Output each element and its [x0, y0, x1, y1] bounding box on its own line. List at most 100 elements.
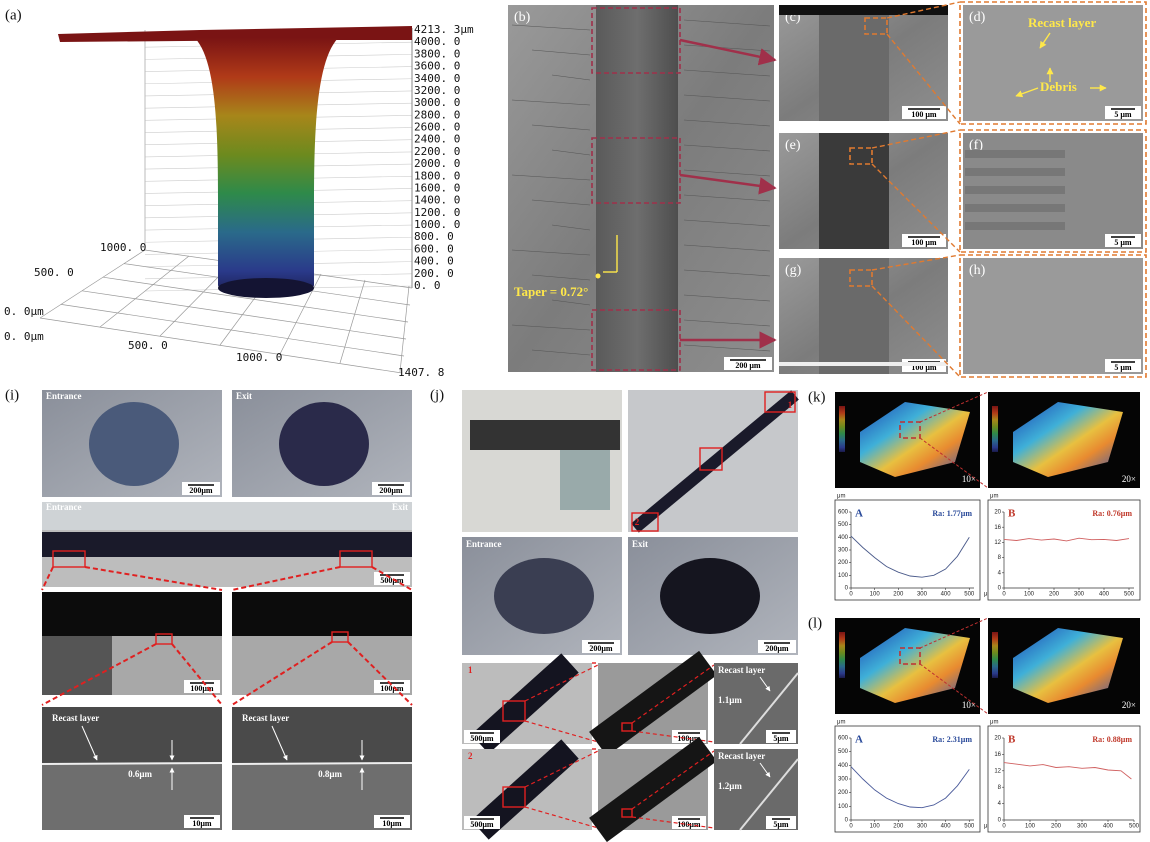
- connector: [347, 641, 413, 706]
- z-tick-label: 800. 0: [414, 230, 454, 243]
- floor-grid: [339, 279, 366, 364]
- scale-label: 5μm: [773, 734, 789, 743]
- crack: [511, 324, 591, 331]
- hole: [660, 558, 760, 634]
- zoom-box: [699, 447, 723, 471]
- connector: [231, 566, 341, 591]
- color-scale: [839, 406, 845, 452]
- label: Debris: [1040, 79, 1077, 94]
- scale-label: 200μm: [189, 486, 213, 495]
- label: 0.6μm: [128, 769, 152, 779]
- label: Taper = 0.72°: [514, 284, 588, 299]
- scale-label: 200μm: [765, 644, 789, 653]
- connector: [41, 643, 157, 706]
- y-tick-label: 300: [838, 548, 849, 554]
- x-tick-label: 100: [870, 592, 881, 598]
- y-tick-label: 0: [998, 586, 1002, 592]
- zoom-box: [899, 421, 921, 439]
- magnification: 20×: [1122, 700, 1136, 710]
- micrograph: [963, 5, 1143, 121]
- y-unit: μm: [837, 720, 845, 726]
- crack: [683, 69, 771, 77]
- zoom-box: [591, 137, 681, 204]
- y-tick-label: 0: [845, 586, 849, 592]
- scale-label: 100 μm: [911, 110, 937, 119]
- y-tick-label: 12: [994, 540, 1001, 546]
- label: (l): [808, 615, 822, 631]
- crack: [683, 144, 771, 152]
- profile-tag: A: [855, 508, 863, 520]
- connector: [679, 173, 777, 195]
- hole-channel: [819, 133, 889, 249]
- label: Exit: [236, 391, 252, 401]
- label: 1.1μm: [718, 695, 742, 705]
- zoom-box: [621, 722, 633, 732]
- z-tick-label: 2000. 0: [414, 157, 460, 170]
- connector: [231, 641, 333, 706]
- connector: [631, 750, 715, 810]
- connector: [871, 163, 961, 253]
- roughness: Ra: 0.76μm: [1092, 509, 1132, 518]
- y-tick-label: 500: [838, 749, 849, 755]
- zoom-box: [155, 633, 173, 645]
- scale-label: 5 μm: [1114, 363, 1132, 372]
- crack: [683, 269, 771, 277]
- frame: [959, 129, 1147, 253]
- hole-channel: [42, 707, 222, 763]
- scale-label: 100μm: [380, 684, 404, 693]
- floor-grid: [399, 285, 410, 373]
- y-tick-label: 600: [838, 510, 849, 516]
- scale-label: 200 μm: [735, 361, 761, 370]
- hole-channel: [819, 5, 889, 121]
- crack: [511, 249, 591, 256]
- z-tick-label: 1600. 0: [414, 181, 460, 194]
- surface-3d: [1013, 628, 1123, 703]
- y-tick-label: 12: [994, 768, 1001, 774]
- label: 0.8μm: [318, 769, 342, 779]
- z-tick-label: 1400. 0: [414, 194, 460, 207]
- z-tick-label: 2600. 0: [414, 121, 460, 134]
- label: (e): [785, 138, 801, 153]
- zoom-box: [849, 269, 873, 287]
- magnification: 10×: [962, 700, 976, 710]
- pointer: [759, 762, 771, 778]
- label: (g): [785, 263, 802, 278]
- z-tick-label: 3200. 0: [414, 84, 460, 97]
- connector: [524, 806, 599, 829]
- hole-channel: [596, 5, 678, 372]
- zoom-box: [502, 700, 526, 722]
- profile-line: [1003, 537, 1130, 542]
- x-tick-label: 500: [1129, 824, 1140, 830]
- plot-frame: [834, 499, 981, 601]
- z-tick-label: 0. 0: [414, 279, 441, 292]
- x-tick-label: 400: [1103, 824, 1114, 830]
- hole-wall: [195, 38, 338, 297]
- crack: [531, 199, 591, 206]
- y-tick-label: 0. 0μm: [4, 305, 44, 318]
- y-tick-label: 20: [994, 510, 1001, 516]
- crack: [683, 319, 771, 327]
- micrograph: [963, 258, 1143, 374]
- stripe: [965, 222, 1065, 230]
- y-tick-label: 400: [838, 763, 849, 769]
- connector: [886, 33, 961, 125]
- z-tick-label: 3800. 0: [414, 47, 460, 60]
- label: 2: [635, 517, 640, 527]
- connector: [919, 391, 989, 423]
- label: 2: [468, 751, 473, 761]
- profile-tag: B: [1008, 508, 1016, 520]
- connector: [919, 663, 989, 715]
- scale-label: 5 μm: [1114, 110, 1132, 119]
- connector: [171, 643, 223, 706]
- hole-channel: [589, 736, 717, 842]
- y-tick-label: 8: [998, 785, 1002, 791]
- connector: [631, 664, 715, 724]
- y-tick-label: 100: [838, 573, 849, 579]
- y-tick-label: 500: [838, 522, 849, 528]
- scale-label: 100 μm: [911, 238, 937, 247]
- label: 1.2μm: [718, 781, 742, 791]
- y-tick-label: 20: [994, 736, 1001, 742]
- surface-edge: [779, 362, 948, 366]
- profile-line: [850, 535, 970, 578]
- z-tick-label: 400. 0: [414, 255, 454, 268]
